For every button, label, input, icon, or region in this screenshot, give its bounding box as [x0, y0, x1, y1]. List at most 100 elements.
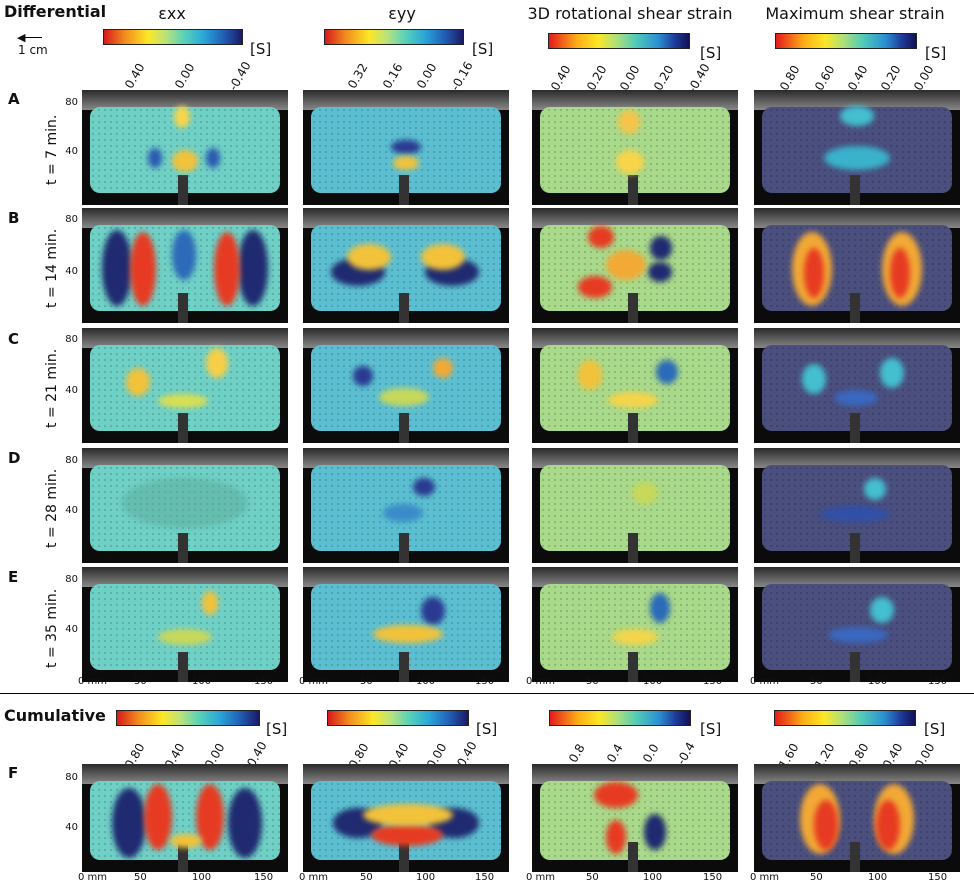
colorbar-tick: 0.16: [380, 60, 406, 91]
colorbar-cum-eyy: [327, 710, 469, 726]
row-letter-d: D: [8, 449, 21, 467]
x-tick: 0 mm: [78, 676, 108, 687]
colorbar-tick: 0.0: [640, 741, 662, 765]
scale-bar-line: [20, 37, 42, 38]
colorbar-tick: 0.20: [651, 62, 677, 93]
panel-e-rotational: [532, 567, 738, 682]
x-tick: 150: [703, 676, 723, 687]
row-letter-f: F: [8, 764, 19, 782]
panel-d-eyy: [303, 448, 509, 563]
colorbar-unit-max-shear: [S]: [925, 44, 947, 62]
colorbar-tick: -0.4: [674, 739, 698, 767]
x-tick: 50: [134, 872, 147, 883]
panel-f-rotational: [532, 764, 738, 872]
panel-e-max-shear: [754, 567, 960, 682]
x-tick: 0 mm: [299, 676, 329, 687]
colorbar-tick: 0.32: [345, 60, 371, 91]
colorbar-tick: 0.80: [777, 62, 803, 93]
colorbar-tick: -0.16: [448, 59, 476, 93]
panel-b-exx: [82, 208, 288, 323]
column-title-max-shear: Maximum shear strain: [765, 4, 945, 23]
panel-c-eyy: [303, 328, 509, 443]
y-tick: 40: [65, 266, 78, 277]
x-tick: 0 mm: [750, 872, 780, 883]
y-tick: 80: [65, 574, 78, 585]
panel-a-rotational: [532, 90, 738, 205]
colorbar-unit-rotational: [S]: [700, 44, 722, 62]
x-tick: 100: [416, 676, 436, 687]
colorbar-eyy: [324, 29, 464, 45]
colorbar-tick: 0.40: [548, 62, 574, 93]
x-tick: 150: [475, 872, 495, 883]
colorbar-tick: 0.60: [812, 62, 838, 93]
x-tick: 150: [928, 676, 948, 687]
row-letter-e: E: [8, 568, 19, 586]
scale-bar-arrowhead: ◀: [17, 31, 26, 44]
y-tick: 40: [65, 385, 78, 396]
panel-c-exx: [82, 328, 288, 443]
panel-b-eyy: [303, 208, 509, 323]
colorbar-tick: 0.40: [845, 62, 871, 93]
colorbar-tick: 0.00: [414, 60, 440, 91]
x-tick: 50: [810, 872, 823, 883]
x-tick: 0 mm: [526, 872, 556, 883]
panel-b-rotational: [532, 208, 738, 323]
x-tick: 150: [254, 872, 274, 883]
x-tick: 150: [475, 676, 495, 687]
x-tick: 0 mm: [526, 676, 556, 687]
colorbar-rotational: [548, 33, 690, 49]
scale-bar-label: 1 cm: [18, 43, 48, 57]
panel-d-exx: [82, 448, 288, 563]
panel-e-exx: [82, 567, 288, 682]
colorbar-tick: 0.00: [617, 62, 643, 93]
x-tick: 0 mm: [750, 676, 780, 687]
colorbar-tick: 0.00: [172, 60, 198, 91]
panel-d-rotational: [532, 448, 738, 563]
panel-d-max-shear: [754, 448, 960, 563]
colorbar-unit-cum-exx: [S]: [266, 720, 288, 738]
colorbar-unit-cum-eyy: [S]: [476, 720, 498, 738]
colorbar-tick: 0.00: [911, 62, 937, 93]
column-title-exx: εxx: [158, 4, 186, 23]
x-tick: 100: [868, 676, 888, 687]
colorbar-tick: -0.40: [226, 59, 254, 93]
colorbar-cum-max-shear: [774, 710, 916, 726]
colorbar-tick: 0.40: [122, 60, 148, 91]
row-letter-c: C: [8, 330, 20, 348]
panel-a-eyy: [303, 90, 509, 205]
x-tick: 100: [643, 676, 663, 687]
y-tick: 40: [65, 146, 78, 157]
differential-title: Differential: [4, 2, 107, 21]
y-tick: 40: [65, 822, 78, 833]
y-tick: 80: [65, 214, 78, 225]
cumulative-title: Cumulative: [4, 706, 106, 725]
y-tick: 80: [65, 455, 78, 466]
colorbar-unit-eyy: [S]: [472, 40, 494, 58]
y-tick: 80: [65, 334, 78, 345]
panel-f-max-shear: [754, 764, 960, 872]
colorbar-tick: 0.20: [584, 62, 610, 93]
y-tick: 80: [65, 97, 78, 108]
x-tick: 100: [192, 872, 212, 883]
colorbar-tick: 0.4: [604, 741, 626, 765]
x-tick: 150: [703, 872, 723, 883]
panel-c-max-shear: [754, 328, 960, 443]
x-tick: 100: [868, 872, 888, 883]
x-tick: 50: [810, 676, 823, 687]
panel-a-exx: [82, 90, 288, 205]
x-tick: 150: [928, 872, 948, 883]
x-tick: 100: [643, 872, 663, 883]
colorbar-cum-rotational: [549, 710, 691, 726]
panel-a-max-shear: [754, 90, 960, 205]
panel-e-eyy: [303, 567, 509, 682]
x-tick: 50: [586, 676, 599, 687]
colorbar-unit-cum-max-shear: [S]: [924, 720, 946, 738]
x-tick: 0 mm: [78, 872, 108, 883]
x-tick: 50: [360, 676, 373, 687]
colorbar-exx: [103, 29, 243, 45]
colorbar-unit-cum-rotational: [S]: [700, 720, 722, 738]
colorbar-tick: 0.20: [878, 62, 904, 93]
y-tick: 80: [65, 772, 78, 783]
section-divider: [0, 693, 974, 694]
x-tick: 150: [254, 676, 274, 687]
